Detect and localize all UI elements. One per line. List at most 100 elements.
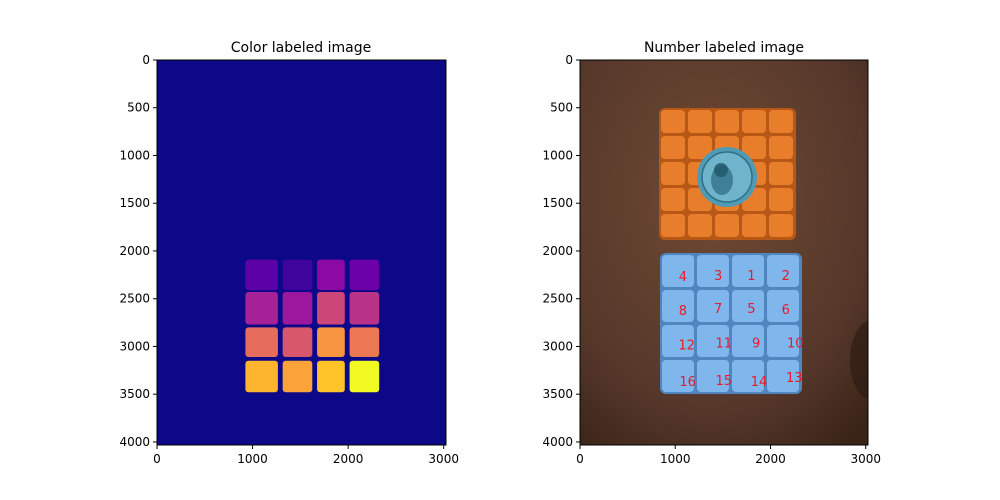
photo-right-shadow bbox=[850, 320, 868, 400]
label-region-6 bbox=[349, 292, 380, 325]
x-tick-label: 2000 bbox=[755, 452, 786, 466]
number-label: 2 bbox=[782, 269, 790, 284]
y-tick-label: 3500 bbox=[542, 387, 573, 401]
blue-tile bbox=[767, 360, 799, 392]
left-axes-frame bbox=[156, 59, 447, 446]
number-label: 13 bbox=[786, 371, 803, 386]
label-region-7 bbox=[282, 292, 313, 325]
left-y-axis: 0 500 1000 1500 2000 2500 3000 3500 4000 bbox=[119, 53, 157, 449]
x-tick-label: 1000 bbox=[660, 452, 691, 466]
orange-tile bbox=[688, 214, 712, 237]
number-label: 1 bbox=[747, 269, 755, 284]
x-tick-label: 0 bbox=[153, 452, 161, 466]
orange-tile bbox=[661, 188, 685, 211]
blue-tile bbox=[662, 290, 694, 322]
number-label: 16 bbox=[679, 375, 696, 390]
number-label: 7 bbox=[714, 302, 722, 317]
number-label: 6 bbox=[782, 303, 790, 318]
right-y-axis: 0 500 1000 1500 2000 2500 3000 3500 4000 bbox=[542, 53, 580, 449]
y-tick-label: 4000 bbox=[542, 435, 573, 449]
blue-tile bbox=[767, 290, 799, 322]
blue-tile bbox=[697, 325, 729, 357]
blue-tile bbox=[662, 360, 694, 392]
y-tick-label: 4000 bbox=[119, 435, 150, 449]
orange-tile bbox=[769, 136, 793, 159]
y-tick-label: 2500 bbox=[542, 292, 573, 306]
label-region-14 bbox=[317, 360, 345, 393]
y-tick-label: 500 bbox=[550, 101, 573, 115]
x-tick-label: 3000 bbox=[850, 452, 881, 466]
y-tick-label: 3000 bbox=[119, 339, 150, 353]
orange-tile bbox=[661, 214, 685, 237]
number-label: 8 bbox=[679, 304, 687, 319]
blue-tile bbox=[732, 290, 764, 322]
y-tick-label: 2000 bbox=[119, 244, 150, 258]
orange-tile bbox=[661, 110, 685, 133]
number-label: 3 bbox=[714, 269, 722, 284]
orange-tile bbox=[742, 110, 766, 133]
label-region-12 bbox=[245, 327, 278, 357]
blue-cube-tiles bbox=[662, 255, 799, 392]
label-region-9 bbox=[317, 327, 345, 357]
label-region-1 bbox=[317, 259, 345, 291]
orange-tile bbox=[769, 188, 793, 211]
right-panel-title: Number labeled image bbox=[644, 40, 804, 56]
y-tick-label: 1000 bbox=[542, 148, 573, 162]
label-region-11 bbox=[282, 327, 313, 357]
number-label: 14 bbox=[751, 375, 768, 390]
left-x-axis: 0 1000 2000 3000 bbox=[153, 445, 459, 466]
orange-tile bbox=[688, 136, 712, 159]
number-label: 4 bbox=[679, 270, 687, 285]
orange-tile bbox=[661, 136, 685, 159]
right-axes-frame bbox=[579, 59, 869, 446]
blue-tile bbox=[767, 325, 799, 357]
y-tick-label: 1000 bbox=[119, 148, 150, 162]
label-region-8 bbox=[245, 292, 278, 325]
left-panel-title: Color labeled image bbox=[231, 40, 371, 56]
orange-tile bbox=[769, 214, 793, 237]
y-tick-label: 1500 bbox=[119, 196, 150, 210]
y-tick-label: 500 bbox=[127, 101, 150, 115]
label-region-10 bbox=[349, 327, 380, 357]
orange-tile bbox=[769, 162, 793, 185]
left-panel: Color labeled image 0 1000 2000 3000 0 500 10… bbox=[119, 40, 459, 466]
coin bbox=[697, 147, 757, 207]
number-label: 5 bbox=[747, 302, 755, 317]
left-label-blocks bbox=[245, 259, 380, 393]
number-label: 9 bbox=[752, 337, 760, 352]
blue-tile bbox=[732, 255, 764, 287]
number-label: 15 bbox=[716, 374, 733, 389]
blue-cube-body bbox=[660, 253, 802, 394]
orange-tile bbox=[742, 214, 766, 237]
y-tick-label: 2500 bbox=[119, 292, 150, 306]
orange-tile bbox=[688, 110, 712, 133]
coin-portrait-head bbox=[714, 163, 728, 177]
blue-tile bbox=[662, 325, 694, 357]
label-region-15 bbox=[282, 360, 313, 393]
label-region-4 bbox=[245, 259, 278, 291]
y-tick-label: 3500 bbox=[119, 387, 150, 401]
number-label: 11 bbox=[716, 337, 733, 352]
number-label: 12 bbox=[678, 339, 695, 354]
orange-tile bbox=[715, 110, 739, 133]
blue-tile bbox=[697, 290, 729, 322]
orange-tile bbox=[769, 110, 793, 133]
x-tick-label: 2000 bbox=[333, 452, 364, 466]
label-region-16 bbox=[245, 360, 278, 393]
blue-tile bbox=[697, 360, 729, 392]
blue-tile bbox=[662, 255, 694, 287]
y-tick-label: 2000 bbox=[542, 244, 573, 258]
blue-tile bbox=[732, 360, 764, 392]
right-x-axis: 0 1000 2000 3000 bbox=[576, 445, 881, 466]
label-region-3 bbox=[282, 259, 313, 291]
label-region-13 bbox=[349, 360, 380, 393]
y-tick-label: 0 bbox=[565, 53, 573, 67]
label-region-5 bbox=[317, 292, 345, 325]
y-tick-label: 0 bbox=[142, 53, 150, 67]
orange-tile bbox=[715, 214, 739, 237]
orange-tile bbox=[742, 136, 766, 159]
